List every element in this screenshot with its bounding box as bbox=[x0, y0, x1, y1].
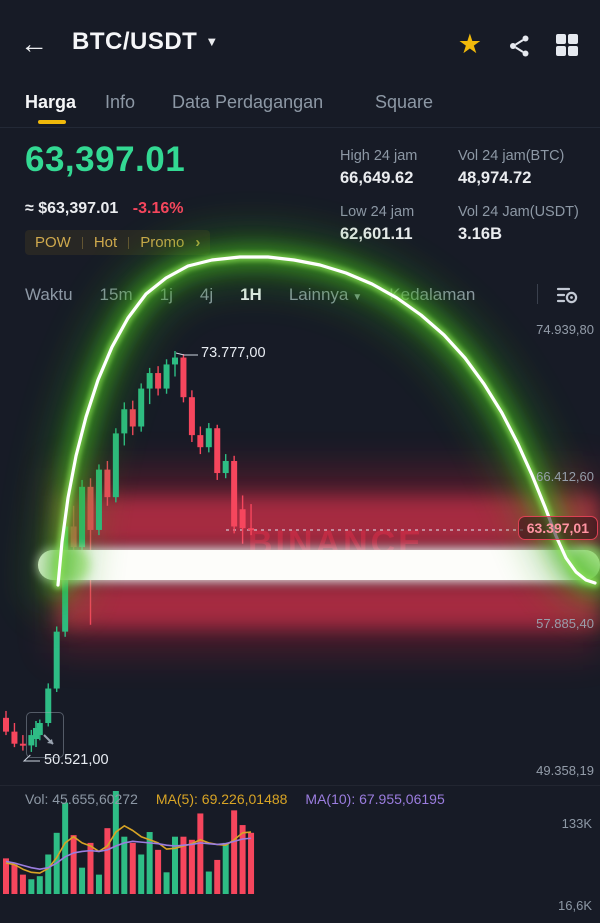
stat-high-24h: High 24 jam 66,649.62 bbox=[340, 148, 448, 188]
chevron-right-icon: › bbox=[195, 234, 201, 251]
favorite-star-icon[interactable]: ★ bbox=[457, 29, 482, 59]
tab-harga[interactable]: Harga bbox=[25, 92, 77, 112]
candlestick-chart[interactable]: BINANCE 73.777,00 50.521,00 63.397,01 74… bbox=[0, 227, 600, 785]
stats-grid: High 24 jam 66,649.62 Vol 24 jam(BTC) 48,9… bbox=[340, 148, 579, 244]
price-chart-canvas: BINANCE bbox=[3, 227, 600, 762]
tab-square[interactable]: Square bbox=[375, 92, 434, 112]
fiat-price-row: ≈ $63,397.01 -3.16% bbox=[25, 200, 183, 218]
svg-text:BINANCE: BINANCE bbox=[248, 524, 424, 562]
timeframe-15m[interactable]: 15m bbox=[99, 285, 133, 304]
chevron-down-icon: ▼ bbox=[352, 292, 363, 303]
tab-info[interactable]: Info bbox=[105, 92, 136, 112]
chevron-down-icon: ▼ bbox=[205, 34, 219, 49]
share-icon[interactable] bbox=[508, 34, 532, 63]
tag-pow[interactable]: POW bbox=[35, 234, 71, 251]
tag-hot[interactable]: Hot bbox=[93, 234, 118, 251]
volume-chart-canvas bbox=[3, 791, 255, 894]
stat-value: 62,601.11 bbox=[340, 225, 413, 243]
indicator-settings-icon[interactable] bbox=[556, 285, 578, 310]
volume-pane[interactable]: Vol: 45.655,60272 MA(5): 69.226,01488 MA… bbox=[0, 785, 600, 923]
change-percent: -3.16% bbox=[132, 200, 184, 217]
stat-label: Vol 24 Jam(USDT) bbox=[458, 204, 579, 220]
tab-bar: Harga Info Data Perdagangan Square bbox=[0, 80, 600, 128]
stat-label: Vol 24 jam(BTC) bbox=[458, 148, 565, 164]
stat-value: 66,649.62 bbox=[340, 169, 414, 187]
tag-promo[interactable]: Promo bbox=[140, 234, 185, 251]
timeframe-1j[interactable]: 1j bbox=[159, 285, 173, 304]
volume-scale-mid: 16,6K bbox=[558, 898, 592, 913]
grid-apps-icon[interactable] bbox=[556, 34, 578, 56]
volume-header: Vol: 45.655,60272 MA(5): 69.226,01488 MA… bbox=[25, 791, 445, 807]
kedalaman-toggle[interactable]: Kedalaman bbox=[389, 285, 476, 304]
price-axis-label: 49.358,19 bbox=[536, 763, 594, 778]
chart-toolbar: Waktu 15m 1j 4j 1H Lainnya ▼ Kedalaman bbox=[0, 272, 600, 318]
timeframe-4j[interactable]: 4j bbox=[199, 285, 214, 304]
tag-strip[interactable]: POW Hot Promo › bbox=[25, 230, 211, 255]
tab-data-perdagangan[interactable]: Data Perdagangan bbox=[172, 92, 324, 112]
lainnya-label: Lainnya bbox=[288, 285, 349, 304]
volume-scale-max: 133K bbox=[561, 816, 592, 831]
stat-value: 3.16B bbox=[458, 225, 503, 243]
stat-low-24h: Low 24 jam 62,601.11 bbox=[340, 204, 448, 244]
stat-vol-btc: Vol 24 jam(BTC) 48,974.72 bbox=[458, 148, 579, 188]
tag-separator bbox=[81, 236, 83, 249]
price-axis-label: 74.939,80 bbox=[536, 322, 594, 337]
pair-title-label: BTC/USDT bbox=[72, 28, 198, 55]
timeframe-lainnya[interactable]: Lainnya ▼ bbox=[289, 285, 362, 305]
stat-label: Low 24 jam bbox=[340, 204, 415, 220]
price-axis-label: 57.885,40 bbox=[536, 615, 594, 631]
volume-value: Vol: 45.655,60272 bbox=[25, 791, 138, 807]
pair-title[interactable]: BTC/USDT ▼ bbox=[72, 28, 219, 56]
volume-ma10-value: MA(10): 67.955,06195 bbox=[305, 791, 445, 807]
stat-value: 48,974.72 bbox=[458, 169, 532, 187]
timeframe-waktu[interactable]: Waktu bbox=[25, 285, 73, 304]
volume-ma5-value: MA(5): 69.226,01488 bbox=[155, 791, 288, 807]
header: ← BTC/USDT ▼ ★ bbox=[0, 0, 600, 78]
timeframe-1h-active[interactable]: 1H bbox=[240, 285, 262, 304]
stat-label: High 24 jam bbox=[340, 148, 418, 164]
fiat-price: ≈ $63,397.01 bbox=[25, 200, 119, 217]
stat-vol-usdt: Vol 24 Jam(USDT) 3.16B bbox=[458, 204, 579, 244]
price-axis-label: 66.412,60 bbox=[536, 468, 594, 484]
active-tab-underline bbox=[38, 120, 66, 124]
restore-view-button[interactable] bbox=[26, 712, 64, 758]
high-annotation: 73.777,00 bbox=[201, 345, 266, 361]
last-price: 63,397.01 bbox=[25, 140, 186, 179]
back-icon[interactable]: ← bbox=[20, 28, 48, 59]
current-price-tag: 63.397,01 bbox=[517, 515, 598, 540]
tag-separator bbox=[128, 236, 130, 249]
toolbar-divider bbox=[537, 284, 538, 304]
